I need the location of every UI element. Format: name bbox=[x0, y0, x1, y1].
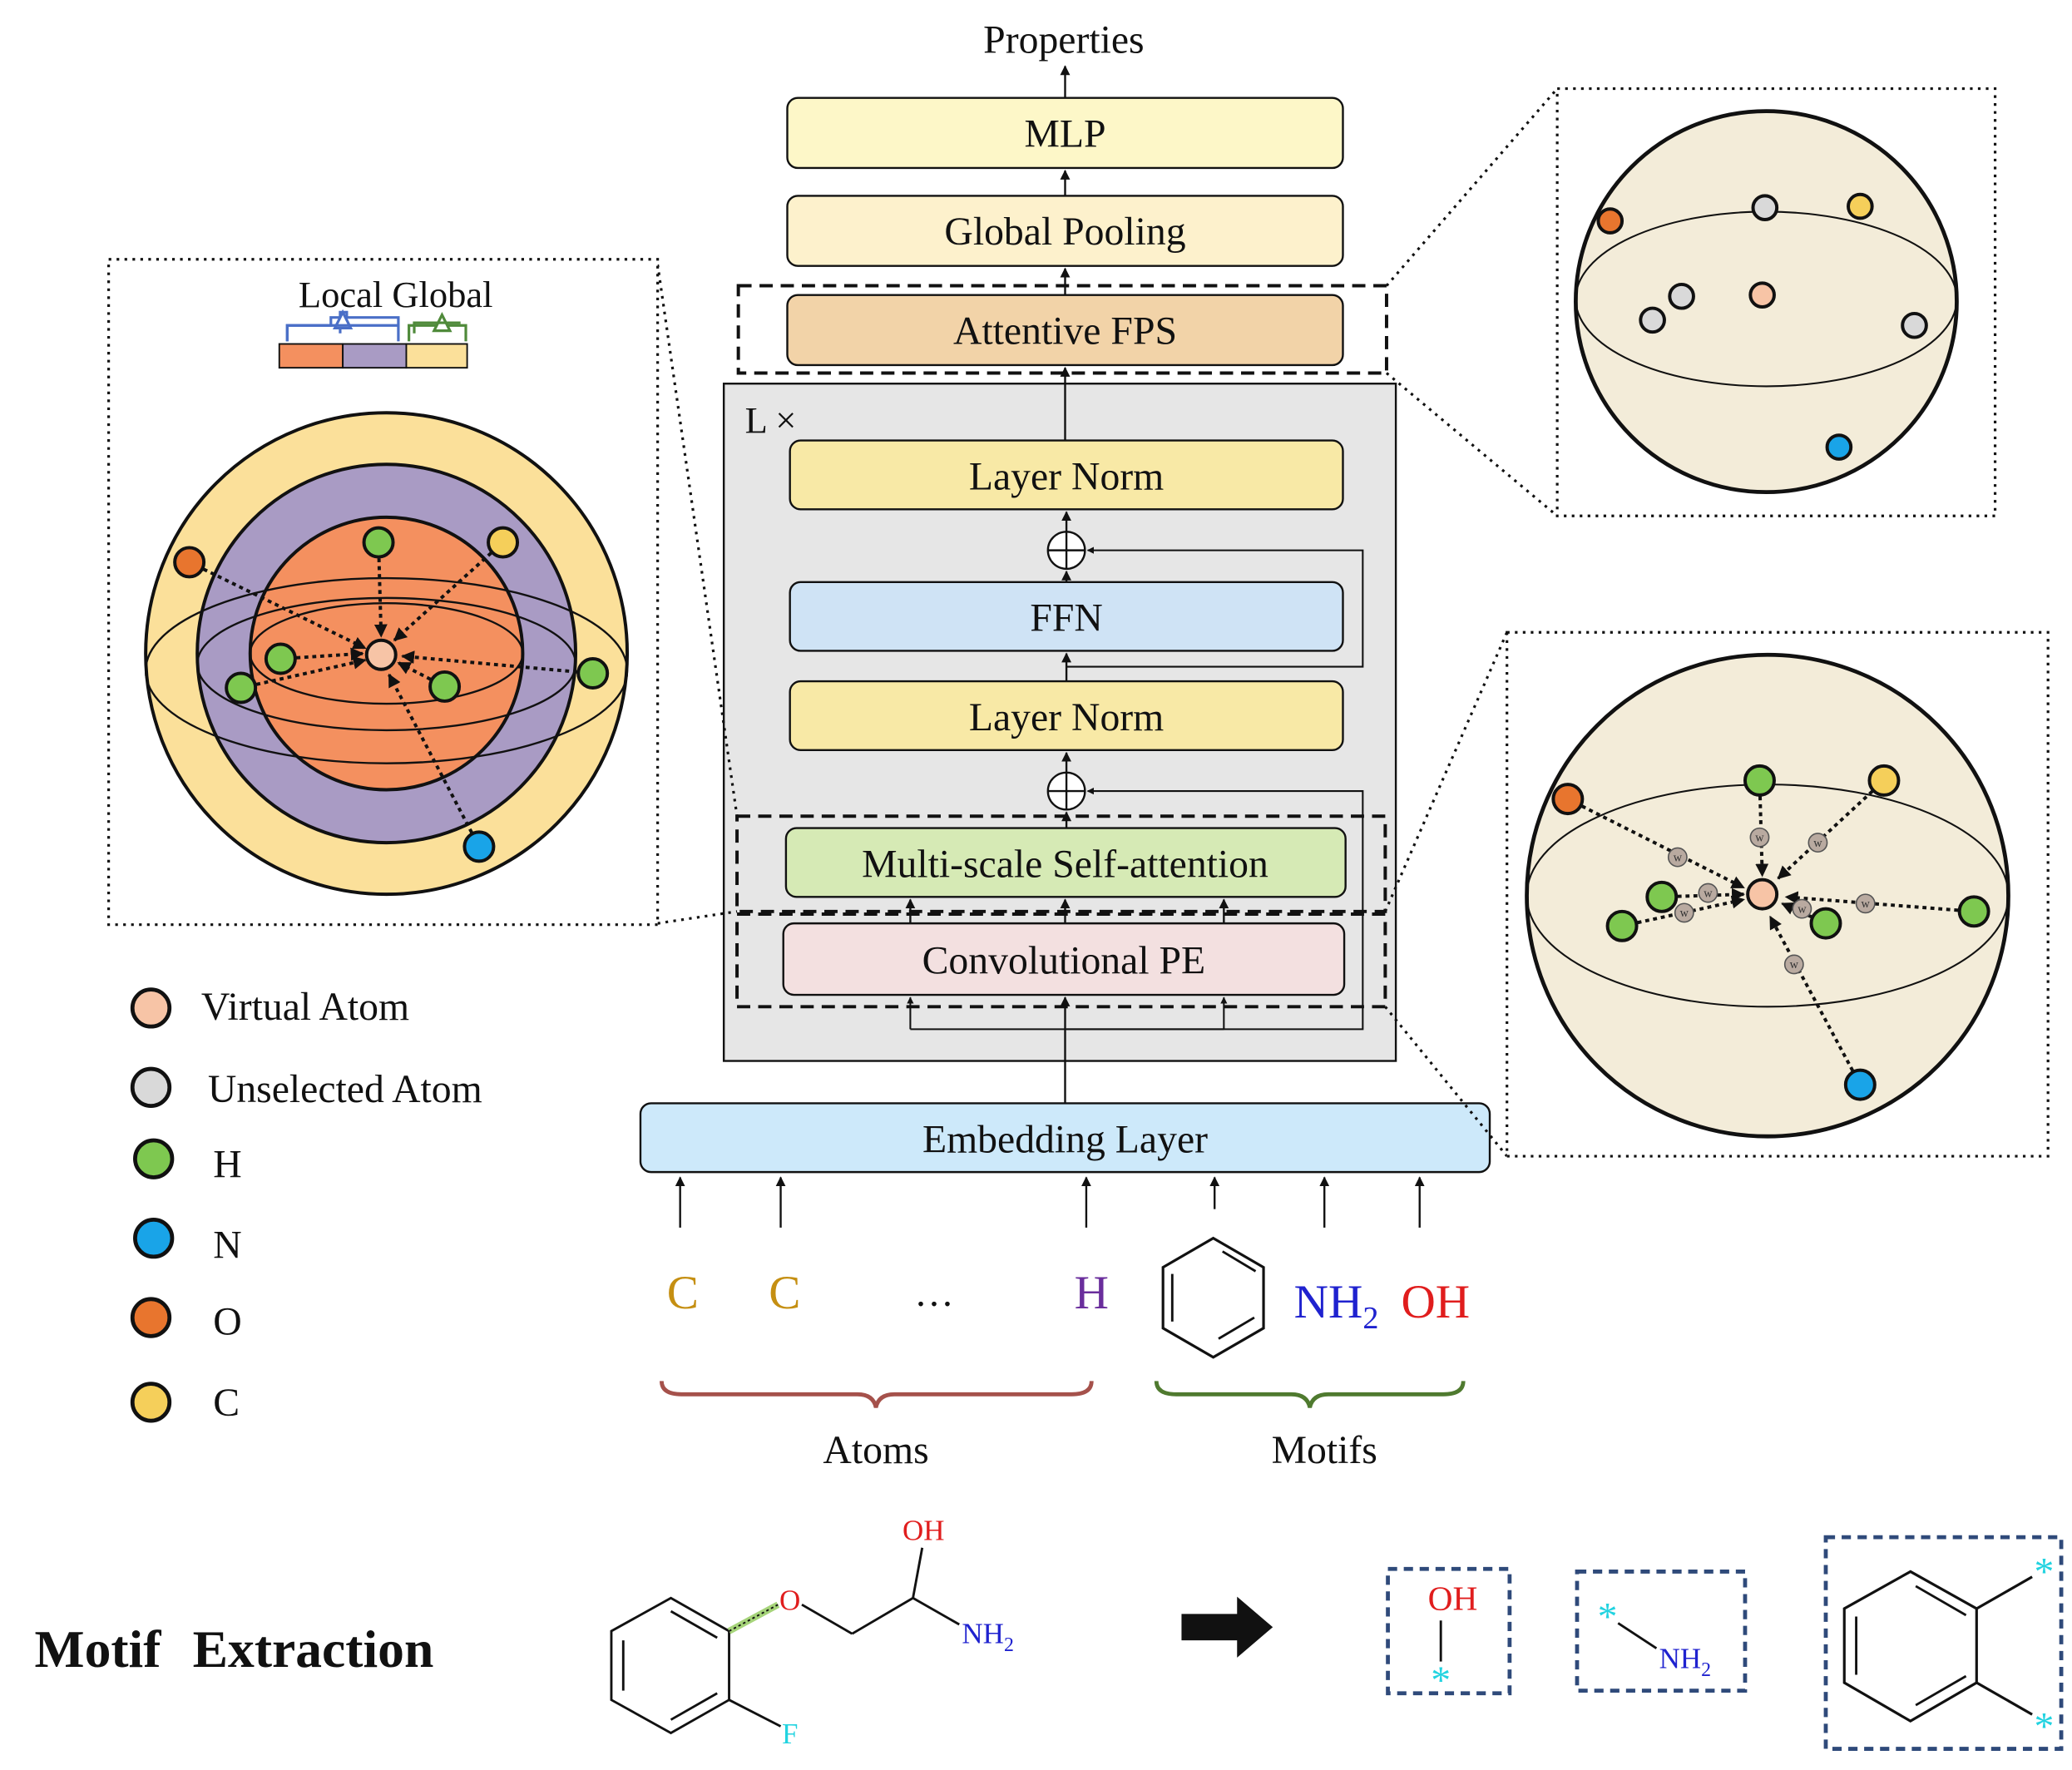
fragment-benzene-box bbox=[1823, 1535, 2064, 1751]
svg-text:w: w bbox=[1862, 897, 1871, 911]
source-molecule-nh2: NH2 bbox=[962, 1617, 1013, 1656]
legend-unselected-atom-label: Unselected Atom bbox=[208, 1067, 482, 1111]
zoom-line-fps-bottom bbox=[1385, 372, 1559, 517]
layer-norm-top-box bbox=[789, 439, 1344, 511]
conv-pe-box bbox=[782, 922, 1346, 996]
conv-pe-highlight bbox=[735, 912, 1387, 1009]
zoom-line-left-bottom bbox=[657, 910, 738, 925]
svg-text:w: w bbox=[1813, 837, 1822, 850]
fps-atoms bbox=[1596, 192, 1928, 461]
global-pooling-label: Global Pooling bbox=[944, 210, 1185, 254]
source-molecule-oh: OH bbox=[902, 1514, 945, 1546]
svg-text:w: w bbox=[1680, 907, 1689, 920]
conv-pe-label: Convolutional PE bbox=[922, 939, 1206, 983]
legend-virtual-atom-dot bbox=[130, 987, 172, 1029]
legend-h-label: H bbox=[213, 1142, 241, 1186]
motif-token-benzene bbox=[1161, 1236, 1265, 1359]
layer-norm-bottom-label: Layer Norm bbox=[969, 695, 1164, 739]
legend-o-label: O bbox=[213, 1300, 241, 1344]
source-molecule bbox=[610, 1547, 960, 1735]
legend-o-dot bbox=[130, 1297, 172, 1338]
attention-highlight bbox=[735, 814, 1387, 913]
zoom-line-attn-top bbox=[1383, 631, 1509, 912]
layer-norm-bottom-box bbox=[789, 680, 1344, 751]
mlp-label: MLP bbox=[1024, 112, 1105, 156]
local-global-scale-bar bbox=[278, 309, 468, 369]
atom-token-ellipsis: … bbox=[914, 1271, 954, 1315]
fragment-nh2-star: * bbox=[1598, 1594, 1618, 1639]
attention-weight-labels: w w w w w w w w bbox=[1674, 832, 1871, 972]
properties-label: Properties bbox=[983, 18, 1144, 62]
source-molecule-o: O bbox=[779, 1585, 800, 1617]
motif-token-nh2: NH2 bbox=[1294, 1276, 1379, 1336]
local-global-atoms bbox=[173, 526, 610, 863]
repeat-label: L × bbox=[745, 399, 797, 441]
fragment-nh2-label: NH2 bbox=[1659, 1643, 1711, 1682]
legend-c-dot bbox=[130, 1382, 172, 1423]
fragment-oh-star: * bbox=[1431, 1659, 1451, 1703]
atoms-label: Atoms bbox=[823, 1428, 928, 1472]
fragment-nh2-box bbox=[1575, 1570, 1748, 1693]
legend-virtual-atom-label: Virtual Atom bbox=[201, 985, 409, 1029]
attention-atoms bbox=[1551, 764, 1990, 1101]
embedding-layer-box bbox=[639, 1102, 1491, 1174]
embedding-layer-label: Embedding Layer bbox=[922, 1117, 1208, 1161]
local-global-title: Local Global bbox=[299, 274, 493, 315]
attention-weight-marks bbox=[1667, 827, 1876, 975]
mlp-box bbox=[786, 96, 1344, 170]
ffn-box bbox=[789, 581, 1344, 652]
legend-n-dot bbox=[133, 1217, 175, 1259]
fragment-benzene-star-top: * bbox=[2034, 1550, 2054, 1594]
motif-token-oh: OH bbox=[1401, 1276, 1470, 1328]
legend-h-dot bbox=[133, 1138, 175, 1179]
motifs-brace bbox=[1154, 1381, 1466, 1408]
atom-token-c2: C bbox=[769, 1267, 800, 1319]
multi-scale-attention-box bbox=[784, 827, 1347, 898]
zoom-line-left-top bbox=[656, 264, 739, 817]
zoom-line-fps-top bbox=[1385, 87, 1559, 287]
legend-unselected-atom-dot bbox=[130, 1066, 172, 1108]
legend-n-label: N bbox=[213, 1224, 241, 1268]
fragment-oh-label: OH bbox=[1428, 1580, 1478, 1618]
motifs-label: Motifs bbox=[1272, 1428, 1377, 1472]
fragment-benzene-star-bottom: * bbox=[2034, 1704, 2054, 1748]
svg-text:w: w bbox=[1798, 902, 1807, 916]
legend-c-label: C bbox=[213, 1381, 240, 1425]
fragment-oh-box bbox=[1386, 1566, 1512, 1696]
ffn-label: FFN bbox=[1030, 596, 1103, 640]
svg-text:w: w bbox=[1674, 851, 1683, 864]
atom-token-c1: C bbox=[667, 1267, 699, 1319]
attentive-fps-label: Attentive FPS bbox=[953, 309, 1177, 354]
svg-text:w: w bbox=[1755, 832, 1764, 845]
atoms-brace bbox=[660, 1381, 1094, 1408]
svg-text:w: w bbox=[1704, 887, 1713, 900]
layer-norm-top-label: Layer Norm bbox=[969, 454, 1164, 498]
zoom-line-attn-bottom bbox=[1384, 1006, 1508, 1158]
multi-scale-attention-label: Multi-scale Self-attention bbox=[862, 842, 1268, 886]
svg-text:w: w bbox=[1790, 958, 1799, 972]
source-molecule-f: F bbox=[782, 1718, 798, 1750]
local-global-edges bbox=[188, 541, 593, 848]
legend: Virtual Atom Unselected Atom H N O C bbox=[130, 985, 482, 1425]
attentive-fps-box bbox=[786, 294, 1344, 367]
extraction-arrow bbox=[1181, 1596, 1273, 1658]
motif-extraction-title: Motif Extraction bbox=[35, 1619, 434, 1679]
residual-skip-top bbox=[1066, 546, 1364, 668]
global-pooling-box bbox=[786, 195, 1344, 267]
atom-token-h: H bbox=[1075, 1267, 1109, 1319]
